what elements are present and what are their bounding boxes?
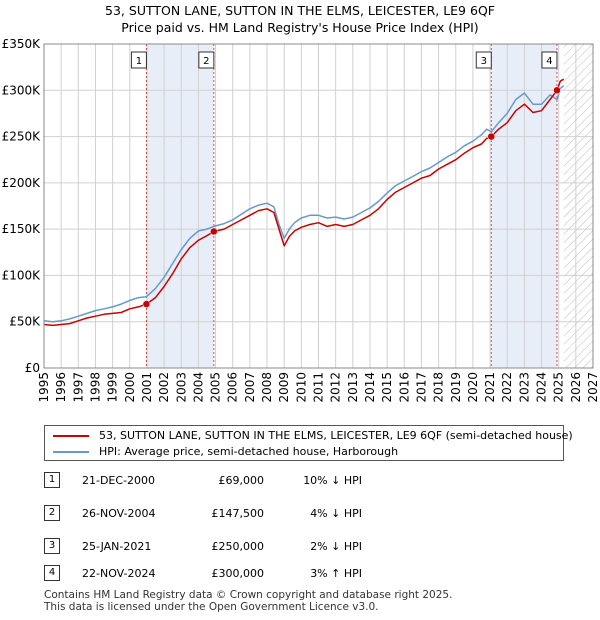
- forecast-hatch: [563, 44, 593, 368]
- x-tick-label: 2009: [277, 372, 291, 403]
- x-tick-label: 2011: [312, 372, 326, 403]
- legend-item-hpi: HPI: Average price, semi-detached house,…: [53, 445, 398, 459]
- y-tick-label: £300K: [2, 83, 42, 97]
- sale-price: £69,000: [218, 474, 265, 487]
- sale-number-badge: 2: [44, 505, 60, 521]
- x-tick-label: 1998: [88, 372, 102, 403]
- sale-date: 21-DEC-2000: [82, 474, 156, 487]
- x-tick-label: 2007: [243, 372, 257, 403]
- x-tick-label: 2010: [294, 372, 308, 403]
- legend-label-hpi: HPI: Average price, semi-detached house,…: [99, 445, 399, 458]
- x-tick-label: 2008: [260, 372, 274, 403]
- x-tick-label: 2005: [209, 372, 223, 403]
- x-tick-label: 2019: [449, 372, 463, 403]
- x-tick-label: 1996: [54, 372, 68, 403]
- y-tick-label: £0: [25, 361, 40, 375]
- x-tick-label: 2023: [517, 372, 531, 403]
- legend-swatch-property: [53, 435, 89, 437]
- x-tick-label: 2002: [157, 372, 171, 403]
- x-tick-label: 2013: [346, 372, 360, 403]
- x-tick-label: 2015: [380, 372, 394, 403]
- y-tick-label: £100K: [2, 268, 42, 282]
- sale-hpi-diff: 4% ↓ HPI: [310, 507, 362, 520]
- chart-title-line1: 53, SUTTON LANE, SUTTON IN THE ELMS, LEI…: [105, 3, 495, 18]
- sale-row: 4 22-NOV-2024 £300,000 3% ↑ HPI: [44, 565, 564, 583]
- x-tick-label: 2022: [500, 372, 514, 403]
- ownership-shade: [146, 44, 214, 368]
- footer-attribution: Contains HM Land Registry data © Crown c…: [44, 589, 452, 613]
- footer-line1: Contains HM Land Registry data © Crown c…: [44, 589, 453, 601]
- sale-date: 25-JAN-2021: [82, 540, 152, 553]
- sale-label-box: [130, 51, 147, 69]
- x-tick-label: 2016: [397, 372, 411, 403]
- x-tick-label: 2020: [466, 372, 480, 403]
- hpi-line: [44, 85, 565, 323]
- sale-hpi-diff: 3% ↑ HPI: [310, 567, 362, 580]
- legend-item-property: 53, SUTTON LANE, SUTTON IN THE ELMS, LEI…: [53, 429, 573, 443]
- x-tick-label: 2024: [535, 372, 549, 403]
- sale-label: 1: [136, 56, 142, 67]
- x-tick-label: 1999: [106, 372, 120, 403]
- sale-date: 22-NOV-2024: [82, 567, 156, 580]
- x-tick-label: 2021: [483, 372, 497, 403]
- sale-row: 2 26-NOV-2004 £147,500 4% ↓ HPI: [44, 505, 564, 523]
- legend: 53, SUTTON LANE, SUTTON IN THE ELMS, LEI…: [44, 425, 573, 461]
- sale-point: [210, 227, 218, 236]
- x-tick-label: 2000: [123, 372, 137, 403]
- legend-label-property: 53, SUTTON LANE, SUTTON IN THE ELMS, LEI…: [99, 429, 573, 442]
- plot-frame: [43, 43, 594, 369]
- y-tick-label: £350K: [2, 37, 42, 51]
- y-tick-label: £200K: [2, 176, 42, 190]
- sale-label: 4: [546, 56, 552, 67]
- sale-row: 3 25-JAN-2021 £250,000 2% ↓ HPI: [44, 538, 564, 556]
- sale-number-badge: 3: [44, 538, 60, 554]
- sale-price: £300,000: [211, 567, 265, 580]
- sale-point: [487, 132, 496, 141]
- sale-hpi-diff: 2% ↓ HPI: [310, 540, 362, 553]
- sale-label: 3: [481, 56, 487, 67]
- sale-label-box: [475, 51, 492, 69]
- x-tick-label: 1997: [71, 372, 85, 403]
- sale-number-badge: 4: [44, 565, 60, 581]
- x-tick-label: 2014: [363, 372, 377, 403]
- x-tick-label: 2003: [174, 372, 188, 403]
- legend-swatch-hpi: [53, 451, 89, 453]
- sale-label-box: [541, 51, 558, 69]
- sale-row: 1 21-DEC-2000 £69,000 10% ↓ HPI: [44, 472, 564, 490]
- sale-point: [142, 300, 151, 308]
- x-tick-label: 1995: [37, 372, 51, 403]
- x-tick-label: 2017: [414, 372, 428, 403]
- x-tick-label: 2006: [226, 372, 240, 403]
- x-tick-label: 2018: [432, 372, 446, 403]
- x-tick-label: 2027: [586, 372, 600, 403]
- x-tick-label: 2026: [569, 372, 583, 403]
- x-tick-label: 2012: [329, 372, 343, 403]
- x-tick-label: 2025: [552, 372, 566, 403]
- y-tick-label: £250K: [2, 130, 42, 144]
- x-tick-label: 2004: [191, 372, 205, 403]
- sale-point: [553, 86, 561, 95]
- price-chart: 1 2 3 4 £0 £50K £100K £150K £200K £250K £300K £350…: [2, 37, 600, 403]
- sale-date: 26-NOV-2004: [82, 507, 156, 520]
- sale-label: 2: [203, 56, 209, 67]
- property-price-line: [44, 78, 565, 327]
- y-tick-label: £50K: [9, 315, 41, 329]
- sale-label-box: [198, 51, 215, 69]
- sale-number-badge: 1: [44, 472, 60, 488]
- sale-price: £147,500: [211, 507, 265, 520]
- chart-title: 53, SUTTON LANE, SUTTON IN THE ELMS, LEI…: [0, 2, 600, 36]
- sale-price: £250,000: [211, 540, 265, 553]
- x-tick-label: 2001: [140, 372, 154, 403]
- sale-hpi-diff: 10% ↓ HPI: [303, 474, 362, 487]
- y-tick-label: £150K: [2, 222, 42, 236]
- footer-line2: This data is licensed under the Open Gov…: [44, 601, 379, 613]
- chart-title-line2: Price paid vs. HM Land Registry's House …: [121, 20, 479, 35]
